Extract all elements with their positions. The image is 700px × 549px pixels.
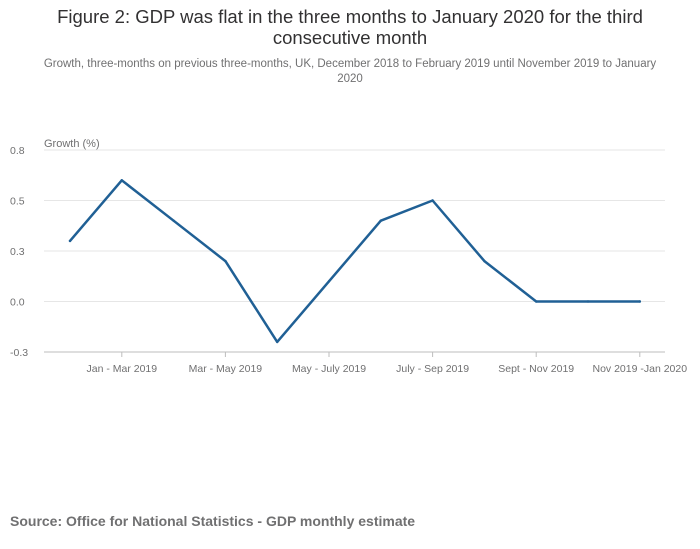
gridlines [44, 149, 665, 302]
y-axis-label: Growth (%) [44, 138, 100, 150]
data-point [586, 300, 590, 303]
x-tick-label: Mar - May 2019 [189, 363, 263, 375]
x-tick-label: Nov 2019 -Jan 2020 [593, 363, 688, 375]
y-tick-label: 0.5 [10, 196, 25, 208]
data-point [431, 199, 434, 202]
data-point [120, 179, 124, 182]
series-line [68, 179, 642, 344]
y-tick-label: 0.3 [10, 246, 25, 258]
data-point [638, 300, 641, 303]
x-tick-label: Jan - Mar 2019 [86, 363, 157, 375]
source-note: Source: Office for National Statistics -… [10, 513, 416, 529]
x-tick-label: Sept - Nov 2019 [498, 363, 574, 375]
data-point [276, 340, 279, 344]
x-tick-label: July - Sep 2019 [396, 363, 469, 375]
chart-title: Figure 2: GDP was flat in the three mont… [57, 6, 643, 48]
x-axis: Jan - Mar 2019 Mar - May 2019 May - July 2… [44, 351, 688, 375]
x-tick-label: May - July 2019 [292, 363, 366, 375]
data-point [535, 300, 538, 303]
chart-subtitle: Growth, three-months on previous three-m… [43, 58, 657, 85]
data-point [172, 219, 175, 222]
data-point [327, 280, 331, 283]
series-group [68, 179, 642, 344]
data-point [483, 259, 486, 263]
y-tick-label: 0.8 [10, 145, 25, 157]
y-tick-label: -0.3 [10, 347, 28, 359]
y-axis-ticks: 0.8 0.5 0.3 0.0 -0.3 [10, 145, 28, 359]
data-point [68, 239, 72, 243]
y-tick-label: 0.0 [10, 297, 25, 309]
data-point [379, 219, 382, 222]
data-point [224, 259, 227, 263]
